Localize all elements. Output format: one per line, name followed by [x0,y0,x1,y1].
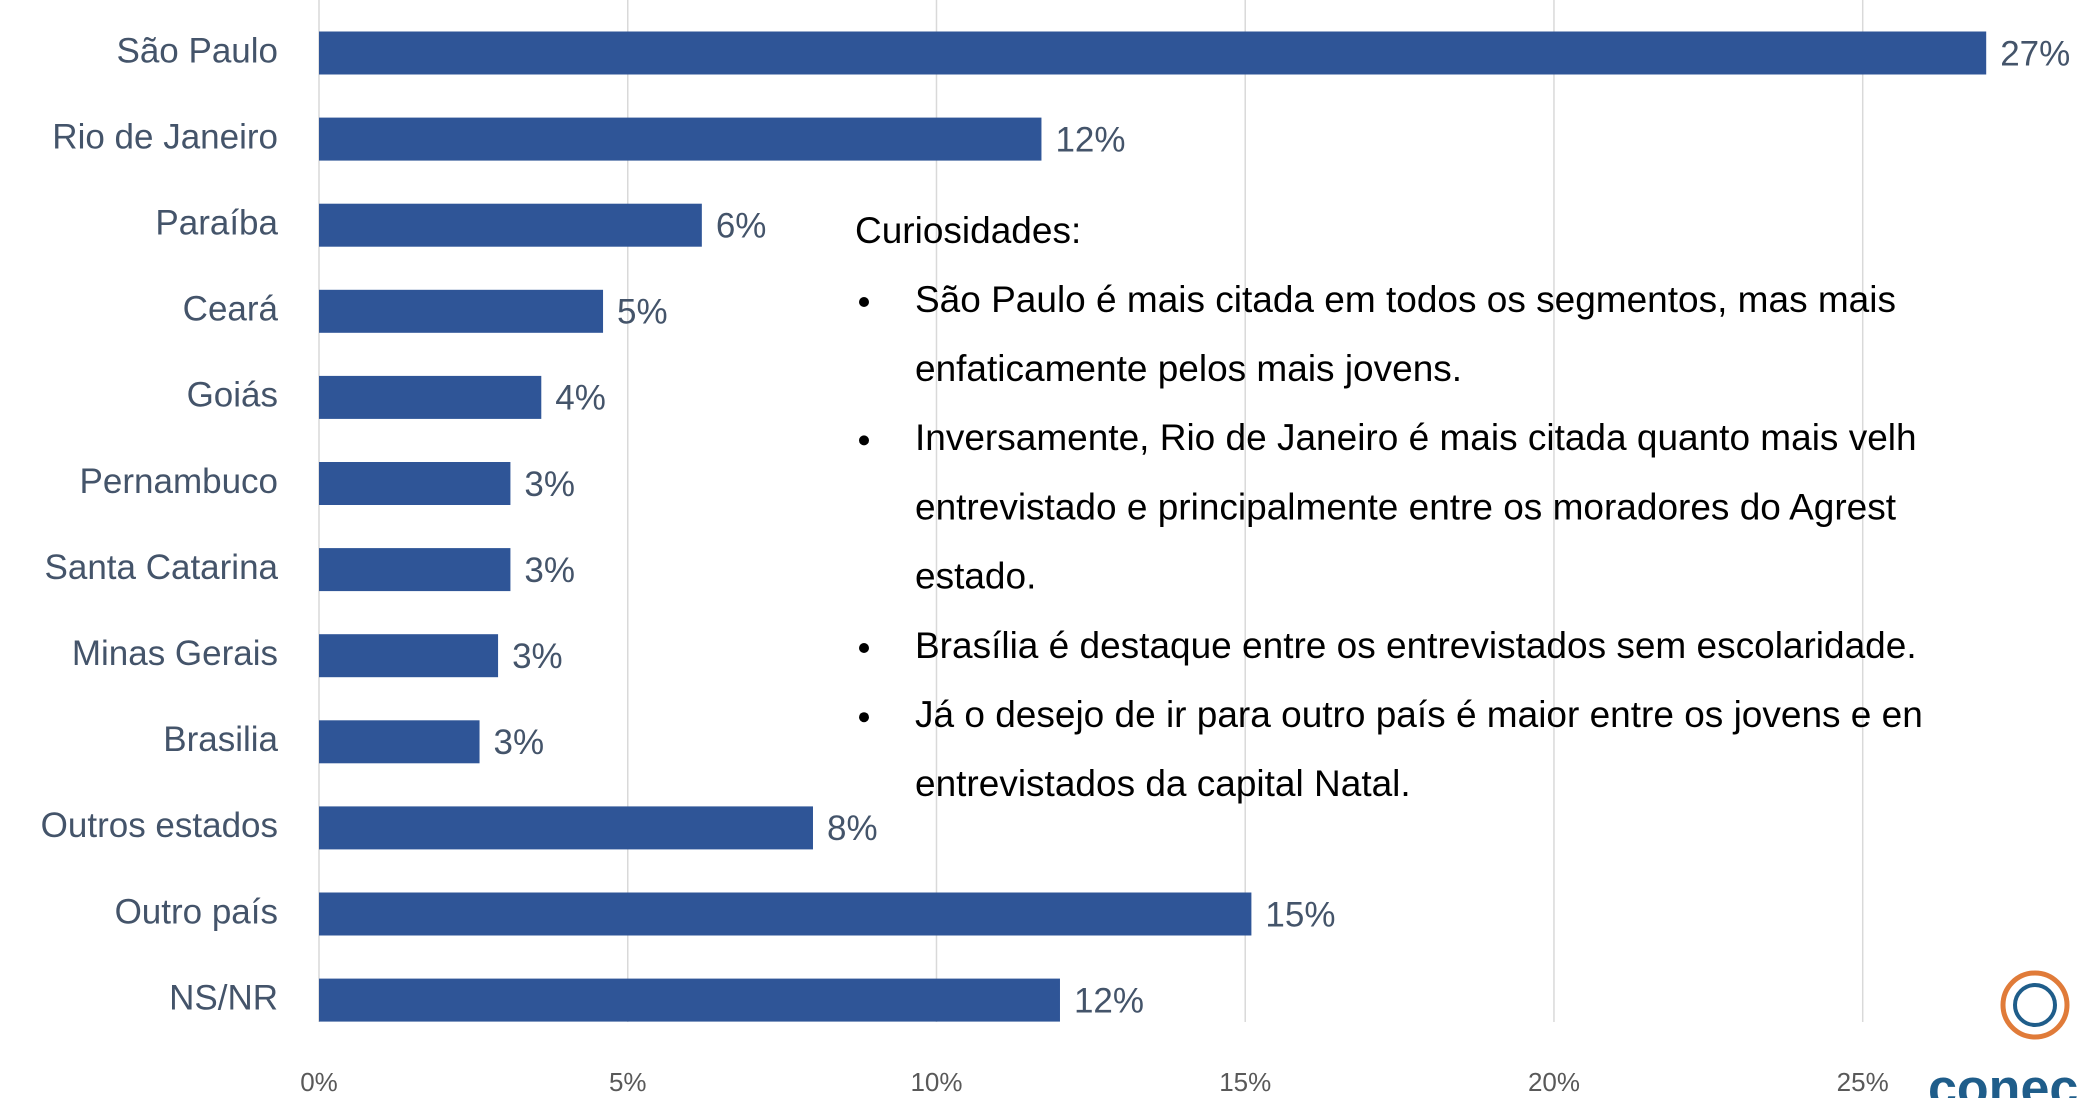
value-label: 6% [716,206,767,245]
logo: conec [1928,970,2078,1098]
value-label: 3% [512,637,563,676]
category-label: Paraíba [155,203,278,242]
value-label: 5% [617,293,668,332]
category-label: Pernambuco [80,462,278,501]
bullet [859,297,869,307]
bar [319,462,511,505]
x-tick-label: 15% [1219,1067,1271,1097]
x-tick-label: 25% [1837,1067,1889,1097]
value-label: 15% [1265,895,1335,934]
value-label: 4% [555,379,606,418]
bar [319,31,1987,75]
category-label: Santa Catarina [45,548,279,587]
logo-core [2013,983,2057,1027]
bar [319,806,813,850]
category-label: Ceará [183,290,279,329]
bullet [859,712,869,723]
x-tick-label: 20% [1528,1067,1580,1097]
value-label: 3% [494,723,545,762]
category-label: Outro país [115,892,278,931]
value-label: 3% [524,465,575,504]
annotation-line: enfaticamente pelos mais jovens. [915,348,1462,389]
category-label: Outros estados [41,806,278,845]
category-label: NS/NR [169,978,278,1017]
annotation-line: entrevistados da capital Natal. [915,763,1411,804]
annotation-heading: Curiosidades: [855,210,1081,251]
bar [319,892,1252,936]
bar [319,375,542,419]
bar [319,548,511,592]
value-label: 27% [2000,34,2070,73]
category-label: São Paulo [116,31,278,70]
bar [319,203,702,247]
grid: 0% 5% 10% 15% 20% 25% [300,0,1889,1097]
bar [319,720,480,764]
annotation-line: Já o desejo de ir para outro país é maio… [915,694,1923,735]
bullet [859,435,869,446]
annotation-line: entrevistado e principalmente entre os m… [915,486,1897,527]
annotation-line: Brasília é destaque entre os entrevistad… [915,625,1917,666]
value-label: 12% [1055,120,1125,159]
logo-ring [2000,970,2070,1040]
bar [319,978,1060,1022]
value-label: 12% [1074,981,1144,1020]
annotation-line: São Paulo é mais citada em todos os segm… [915,279,1896,320]
bars: São Paulo 27% Rio de Janeiro 12% Paraíba 6% Ce… [41,31,2070,1022]
category-label: Brasilia [163,720,278,759]
bullet [859,643,869,653]
logo-text: conec [1928,1060,2078,1098]
bar [319,289,604,333]
annotation: Curiosidades: São Paulo é mais citada em … [855,210,1923,804]
value-label: 3% [524,551,575,590]
x-tick-label: 10% [910,1067,962,1097]
value-label: 8% [827,809,878,848]
bar [319,634,499,678]
x-tick-label: 5% [609,1067,647,1097]
category-label: Goiás [187,376,278,415]
x-tick-label: 0% [300,1067,338,1097]
annotation-line: estado. [915,556,1036,597]
category-label: Rio de Janeiro [52,117,278,156]
category-label: Minas Gerais [72,634,278,673]
annotation-line: Inversamente, Rio de Janeiro é mais cita… [915,417,1917,458]
bar [319,117,1042,161]
